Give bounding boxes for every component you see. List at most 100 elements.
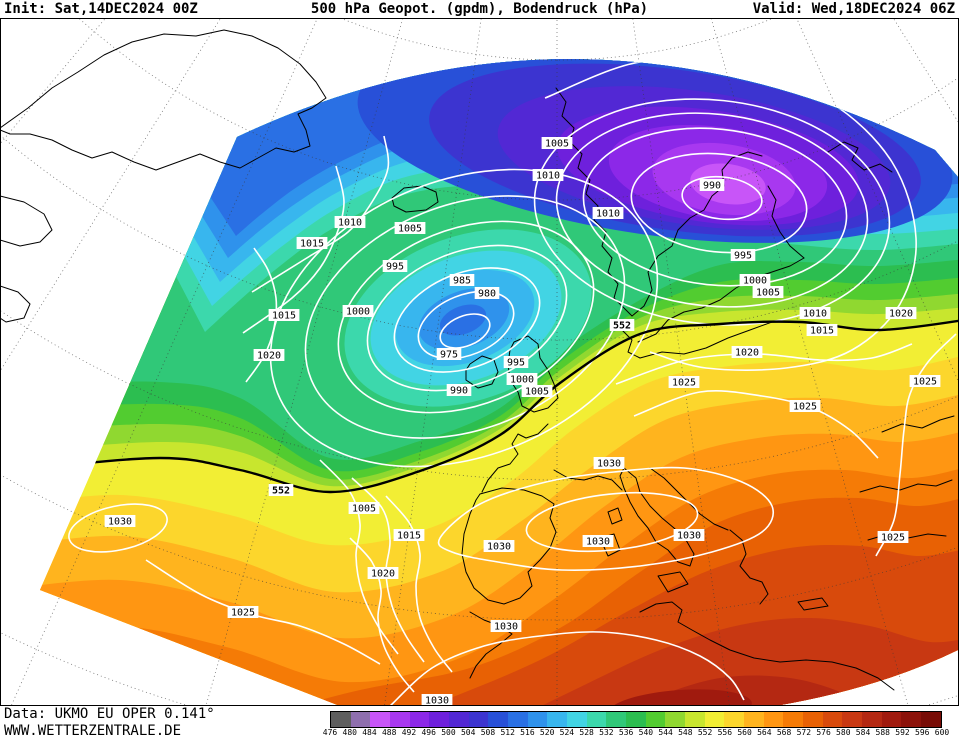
isobar-ring (630, 152, 808, 254)
colorbar-cell (409, 712, 430, 727)
coastline-path (465, 355, 499, 389)
colorbar-cell (665, 712, 686, 727)
isobar-label: 1005 (525, 387, 549, 398)
colorbar-tick: 524 (559, 728, 575, 737)
colorbar-cell (901, 712, 922, 727)
isobar-label-box (541, 137, 573, 149)
colorbar-tick: 496 (421, 728, 436, 737)
colorbar-cell (508, 712, 528, 727)
isobar-label: 1000 (743, 276, 767, 287)
552-gpdm-contour (40, 316, 958, 494)
isobar-label-box (521, 385, 553, 397)
isobar-label: 1005 (756, 288, 780, 299)
isobar-label: 980 (478, 289, 496, 300)
isobar-label-box (253, 349, 285, 361)
colorbar-tick: 600 (934, 728, 950, 737)
isobar-label: 990 (450, 386, 468, 397)
isobar-label: 995 (507, 358, 525, 369)
colorbar-tick: 580 (836, 728, 851, 737)
map-title: 500 hPa Geopot. (gpdm), Bodendruck (hPa) (310, 1, 649, 17)
isobar-label-box (593, 457, 625, 469)
colorbar-cell (567, 712, 587, 727)
isobar-line (875, 333, 957, 557)
colorbar-cell (626, 712, 646, 727)
isobar-ring (525, 491, 699, 553)
colorbar-cell (547, 712, 568, 727)
isobar-label: 1025 (672, 378, 696, 389)
isobar-label: 1005 (352, 504, 376, 515)
coastline-path (797, 597, 829, 611)
colorbar-tick: 476 (322, 728, 338, 737)
colorbar-ticks: 476 480 484 488 492 496 500 504 508 512 516 520 524 5… (323, 728, 949, 738)
colorbar-cell (685, 712, 705, 727)
weather-map: 1015101010059959859809759909951000100510… (0, 18, 959, 706)
isobar-ring (439, 313, 491, 349)
isobar-label: 995 (386, 262, 404, 273)
isobar-label: 990 (703, 181, 721, 192)
isobar-label: 1020 (371, 569, 395, 580)
isobar-label-box (752, 286, 784, 298)
coastline-path (859, 479, 953, 493)
colorbar-tick: 488 (381, 728, 397, 737)
coastline-path (767, 185, 805, 259)
isobar-label-box (909, 375, 941, 387)
isobar-label: 1020 (889, 309, 913, 320)
isobar-line (385, 495, 453, 673)
isobar-label-box (582, 535, 614, 547)
coastline-path (0, 29, 327, 171)
isobar-label: 1030 (597, 459, 621, 470)
isobar-label-box (421, 694, 453, 706)
colorbar-tick: 572 (796, 728, 812, 737)
data-source-label: Data: UKMO EU OPER 0.141° (4, 706, 215, 722)
isobar-label-box (730, 249, 756, 261)
isobar-label: 1000 (346, 307, 370, 318)
colorbar-tick: 576 (816, 728, 831, 737)
isobar-line (437, 466, 775, 571)
colorbar-tick: 540 (638, 728, 654, 737)
coastline-path (639, 321, 773, 359)
isobar-label: 1030 (487, 542, 511, 553)
geopotential-label: 552 (613, 321, 631, 332)
coastline-path (881, 415, 955, 433)
isobar-label-box (673, 529, 705, 541)
contour-labels: 1015101010059959859809759909951000100510… (104, 137, 941, 706)
isobar-label-box (731, 346, 763, 358)
colorbar-cell (783, 712, 804, 727)
isobar-label-box (885, 307, 917, 319)
isobar-label: 1030 (586, 537, 610, 548)
isobar-label-box (367, 567, 399, 579)
colorbar-cell (842, 712, 863, 727)
isobar-label-box (268, 309, 300, 321)
colorbar-tick: 512 (500, 728, 515, 737)
isobar-label: 1025 (913, 377, 937, 388)
isobar-label-box (592, 207, 624, 219)
coastline-path (0, 195, 53, 247)
isobar-label-box (348, 502, 380, 514)
isobar-label: 1015 (397, 531, 421, 542)
isobar-label: 1030 (677, 531, 701, 542)
colorbar-cell (744, 712, 764, 727)
isobar-ring (68, 503, 168, 553)
coastline-path (827, 141, 893, 173)
isobar-ring (681, 175, 763, 221)
colorbar-tick: 504 (460, 728, 476, 737)
geopotential-field (40, 59, 958, 706)
colorbar-tick: 480 (342, 728, 357, 737)
colorbar-tick: 484 (362, 728, 377, 737)
coastline-path (619, 467, 695, 567)
isobar-label-box (394, 222, 426, 234)
colorbar-tick: 532 (599, 728, 614, 737)
isobar-line (615, 343, 913, 385)
coastline-path (391, 185, 439, 213)
field-band (690, 163, 766, 205)
init-time-label: Init: Sat,14DEC2024 00Z (4, 1, 198, 17)
isobar-label: 1005 (398, 224, 422, 235)
isobar-label-box (483, 540, 515, 552)
isobar-ring (393, 267, 541, 373)
colorbar-cell (449, 712, 469, 727)
colorbar-tick: 528 (579, 728, 594, 737)
isobar-label-box (382, 260, 408, 272)
colorbar-cell (822, 712, 843, 727)
isobar-label: 1010 (596, 209, 620, 220)
colorbar-tick: 516 (520, 728, 535, 737)
